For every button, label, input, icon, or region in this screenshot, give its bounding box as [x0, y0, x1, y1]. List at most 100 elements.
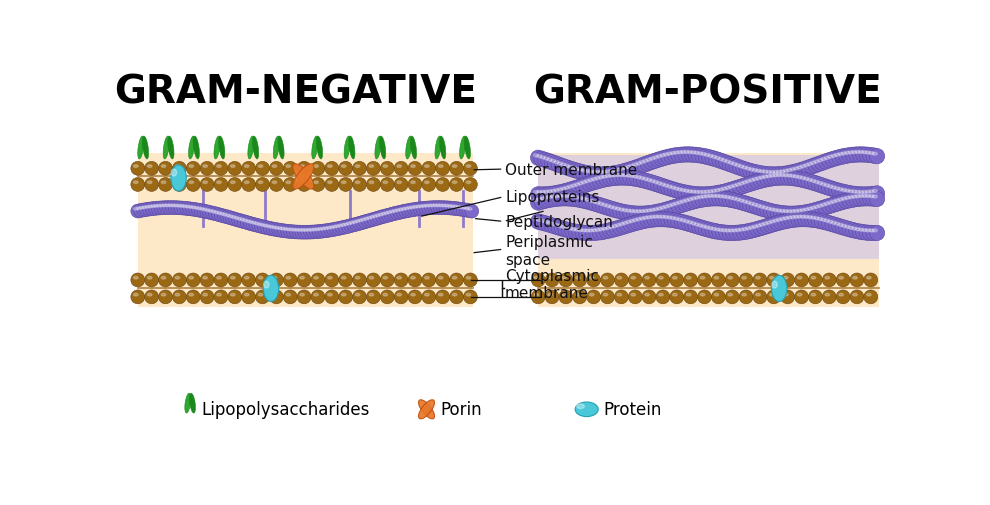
Ellipse shape — [855, 147, 871, 163]
Ellipse shape — [825, 152, 841, 168]
Ellipse shape — [554, 224, 559, 227]
Ellipse shape — [311, 274, 325, 287]
Ellipse shape — [200, 274, 214, 287]
Ellipse shape — [694, 197, 699, 199]
Ellipse shape — [410, 137, 417, 160]
Ellipse shape — [269, 290, 283, 304]
Text: GRAM-POSITIVE: GRAM-POSITIVE — [534, 73, 882, 111]
Ellipse shape — [578, 229, 583, 232]
Ellipse shape — [450, 206, 454, 208]
Ellipse shape — [383, 277, 387, 279]
Ellipse shape — [564, 224, 580, 239]
Ellipse shape — [232, 216, 236, 219]
Ellipse shape — [217, 182, 221, 184]
Ellipse shape — [674, 185, 690, 200]
Ellipse shape — [599, 200, 615, 216]
Ellipse shape — [749, 169, 754, 172]
Ellipse shape — [627, 171, 642, 187]
Ellipse shape — [148, 277, 151, 279]
Ellipse shape — [158, 290, 172, 304]
Ellipse shape — [300, 182, 304, 184]
Ellipse shape — [404, 208, 409, 210]
Ellipse shape — [739, 183, 743, 185]
Ellipse shape — [712, 186, 728, 201]
Ellipse shape — [828, 185, 833, 188]
Ellipse shape — [837, 274, 850, 287]
Ellipse shape — [228, 274, 242, 287]
Ellipse shape — [336, 225, 340, 228]
Ellipse shape — [419, 400, 435, 419]
Ellipse shape — [304, 229, 308, 232]
Ellipse shape — [217, 212, 222, 215]
Ellipse shape — [151, 202, 165, 216]
Ellipse shape — [179, 205, 184, 208]
Ellipse shape — [440, 137, 446, 160]
Ellipse shape — [872, 153, 877, 156]
Ellipse shape — [547, 294, 552, 296]
Ellipse shape — [461, 207, 466, 210]
Ellipse shape — [677, 201, 682, 205]
Ellipse shape — [653, 216, 658, 219]
Ellipse shape — [325, 290, 339, 304]
Ellipse shape — [531, 151, 545, 166]
Ellipse shape — [686, 277, 691, 279]
Ellipse shape — [623, 217, 639, 233]
Ellipse shape — [439, 277, 443, 279]
Ellipse shape — [309, 225, 323, 239]
Ellipse shape — [637, 173, 652, 189]
Ellipse shape — [787, 207, 803, 222]
Ellipse shape — [859, 225, 874, 241]
Ellipse shape — [842, 225, 846, 228]
Ellipse shape — [544, 155, 559, 171]
Ellipse shape — [773, 209, 778, 212]
Ellipse shape — [794, 176, 799, 179]
Ellipse shape — [416, 206, 420, 209]
Ellipse shape — [797, 212, 813, 227]
Ellipse shape — [646, 206, 662, 221]
Ellipse shape — [568, 164, 583, 179]
Ellipse shape — [602, 228, 607, 231]
Ellipse shape — [364, 214, 378, 228]
Ellipse shape — [766, 168, 782, 183]
Ellipse shape — [422, 274, 436, 287]
Ellipse shape — [631, 294, 636, 296]
Ellipse shape — [825, 157, 830, 160]
Ellipse shape — [825, 182, 841, 197]
Ellipse shape — [630, 172, 645, 187]
Ellipse shape — [729, 226, 744, 241]
Ellipse shape — [582, 226, 597, 241]
Ellipse shape — [177, 205, 181, 208]
Ellipse shape — [808, 176, 823, 191]
Ellipse shape — [292, 229, 296, 232]
Ellipse shape — [705, 154, 710, 157]
Ellipse shape — [729, 197, 734, 200]
Ellipse shape — [581, 170, 586, 173]
Ellipse shape — [554, 195, 559, 198]
Ellipse shape — [175, 294, 179, 296]
Ellipse shape — [445, 205, 449, 208]
Ellipse shape — [722, 196, 727, 198]
Ellipse shape — [852, 225, 867, 240]
Ellipse shape — [756, 177, 761, 180]
Ellipse shape — [425, 277, 429, 279]
Ellipse shape — [260, 221, 274, 235]
Ellipse shape — [399, 205, 413, 219]
Ellipse shape — [370, 212, 384, 226]
Ellipse shape — [587, 290, 601, 304]
Ellipse shape — [131, 178, 145, 192]
Ellipse shape — [238, 216, 251, 229]
Ellipse shape — [708, 227, 713, 230]
Ellipse shape — [295, 229, 299, 232]
Ellipse shape — [851, 191, 856, 194]
Ellipse shape — [564, 163, 580, 178]
Ellipse shape — [158, 162, 172, 176]
Ellipse shape — [756, 205, 761, 208]
Ellipse shape — [131, 290, 145, 304]
Ellipse shape — [559, 274, 573, 287]
Ellipse shape — [422, 205, 426, 208]
Ellipse shape — [561, 226, 566, 229]
Ellipse shape — [736, 165, 741, 167]
Ellipse shape — [839, 277, 843, 279]
Ellipse shape — [736, 225, 751, 240]
Ellipse shape — [726, 161, 731, 164]
